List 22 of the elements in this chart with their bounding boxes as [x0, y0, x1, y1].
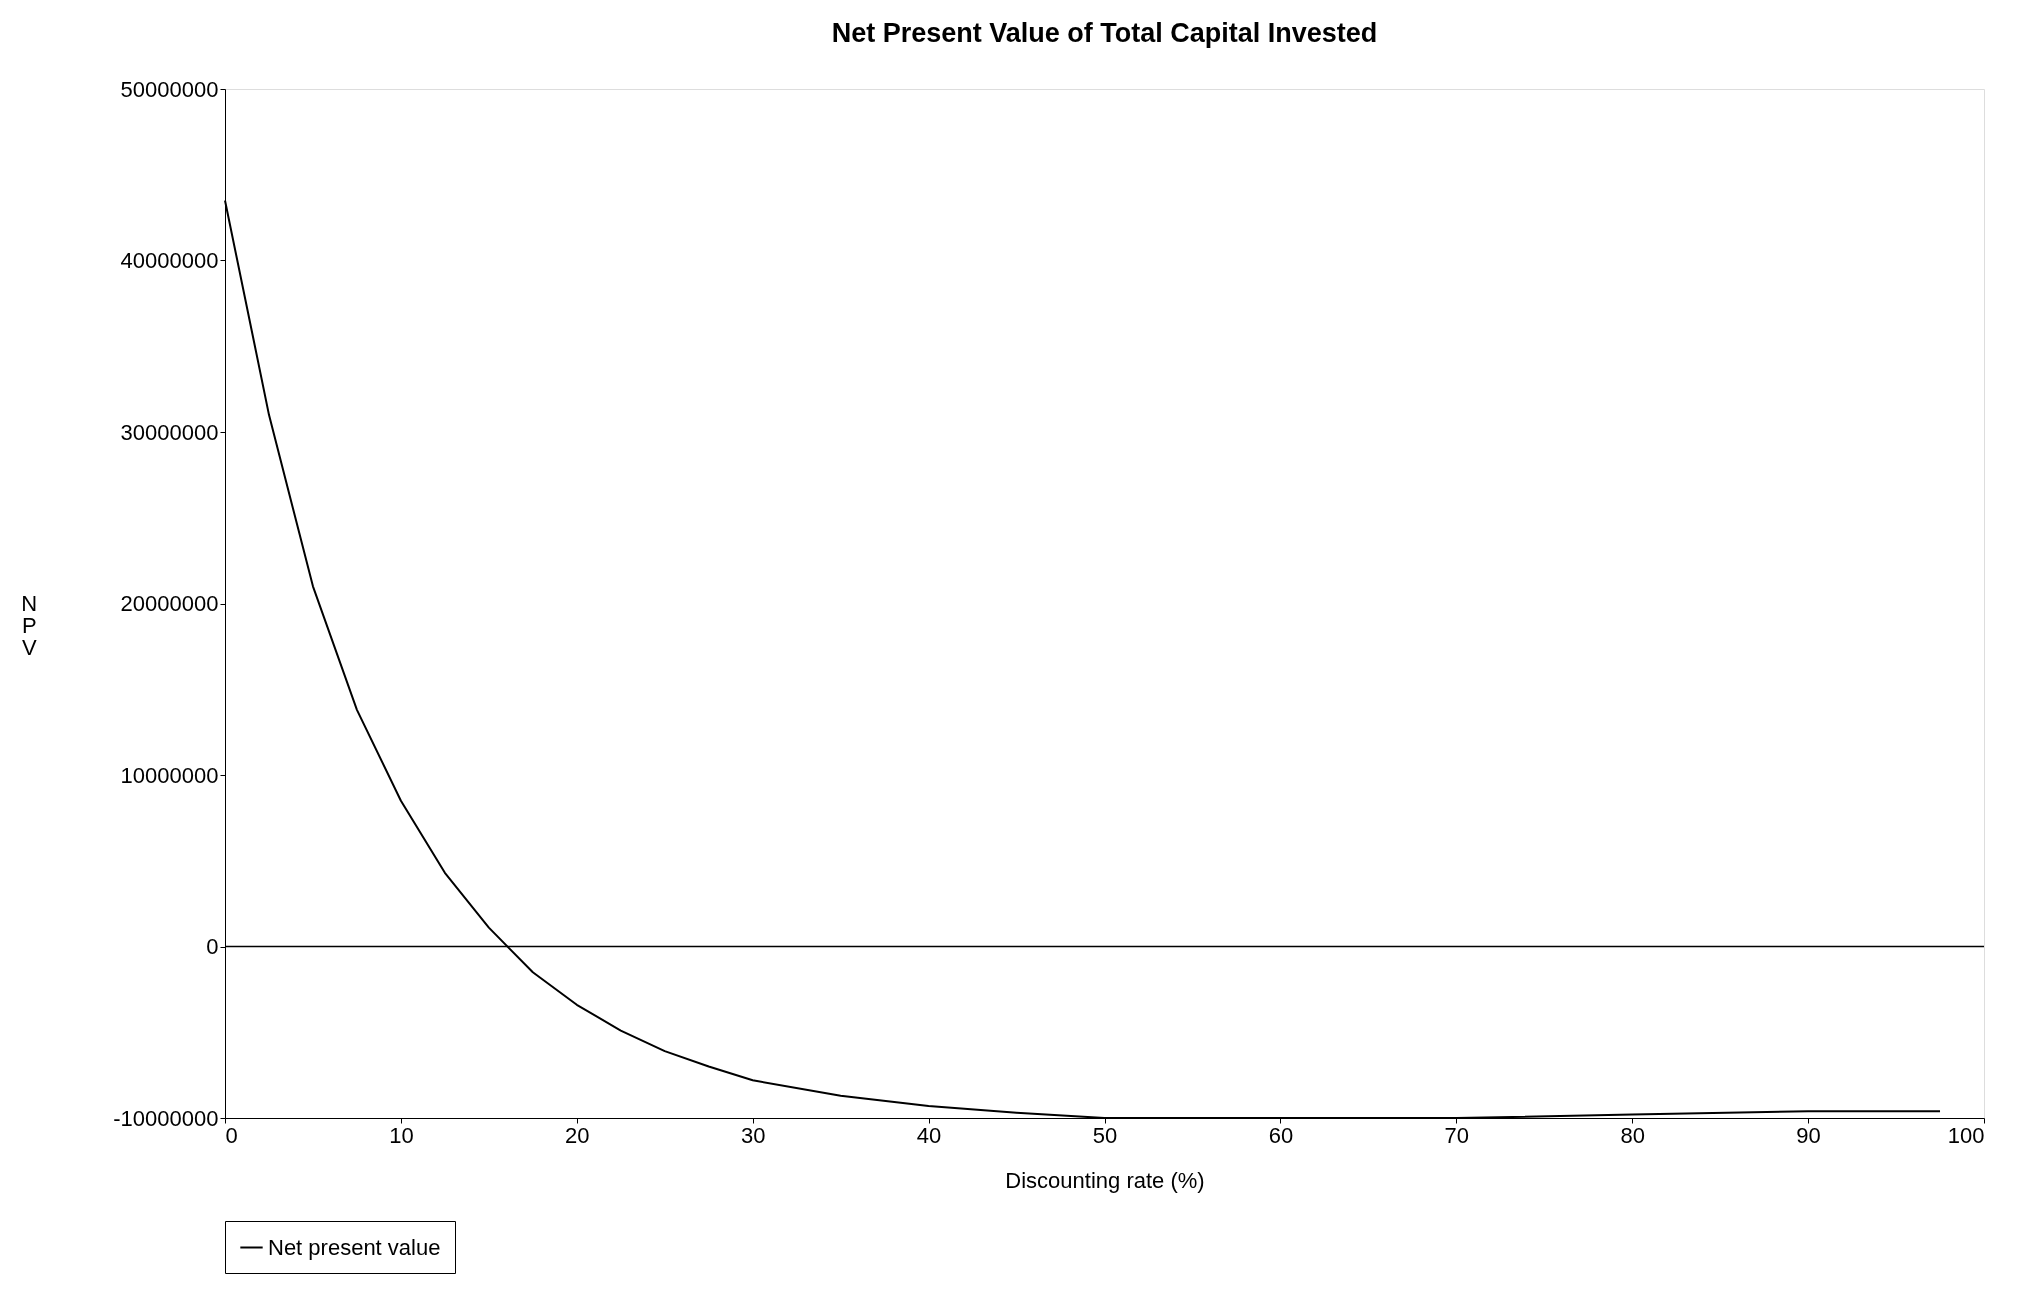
x-tick-label: 40 — [916, 1122, 942, 1148]
y-tick-label: 10000000 — [120, 762, 219, 788]
y-tick-label: 50000000 — [120, 76, 219, 102]
x-tick-label: 0 — [225, 1122, 238, 1148]
x-tick-label: 70 — [1444, 1122, 1470, 1148]
x-tick-label: 100 — [1947, 1122, 1985, 1148]
x-tick-label: 90 — [1796, 1122, 1821, 1148]
y-tick-label: 40000000 — [120, 248, 219, 273]
chart-title: Net Present Value of Total Capital Invested — [831, 18, 1378, 48]
y-tick-label: 20000000 — [120, 591, 219, 616]
x-tick-label: 10 — [389, 1122, 414, 1148]
y-tick-label: 30000000 — [120, 419, 219, 445]
y-axis-title: NPV — [21, 591, 38, 660]
x-tick-label: 60 — [1268, 1122, 1294, 1148]
x-axis-title: Discounting rate (%) — [1005, 1167, 1205, 1193]
y-tick-label: -10000000 — [113, 1105, 219, 1131]
legend-label: Net present value — [268, 1234, 441, 1260]
y-tick-label: 0 — [206, 934, 219, 959]
x-tick-label: 80 — [1620, 1122, 1645, 1148]
x-tick-label: 20 — [565, 1122, 590, 1148]
x-tick-label: 50 — [1092, 1122, 1118, 1148]
x-tick-label: 30 — [740, 1122, 766, 1148]
